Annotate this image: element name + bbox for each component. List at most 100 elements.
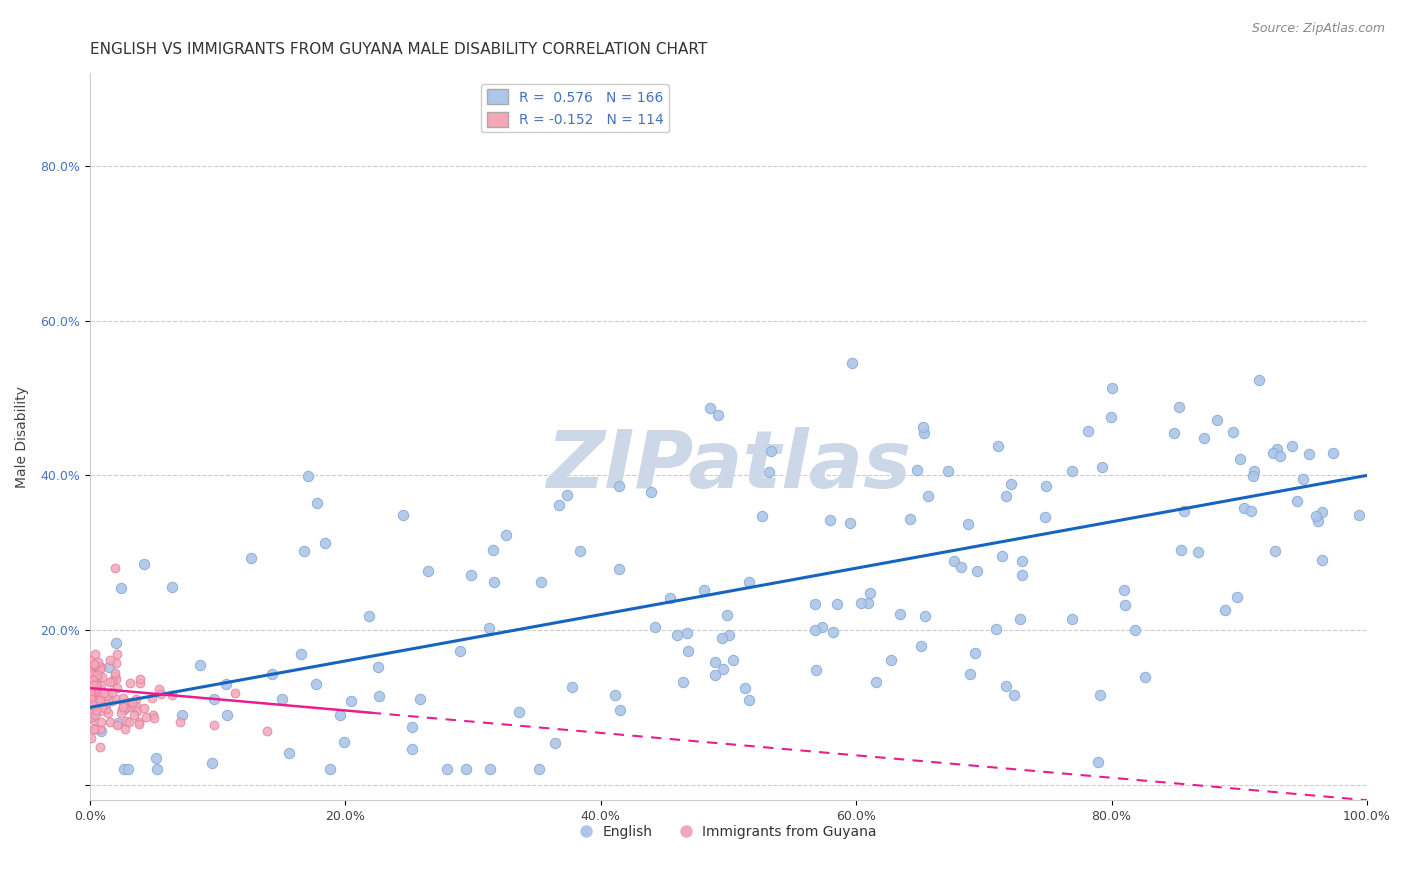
Point [80, 691, 103, 706]
Point [90, 678, 112, 692]
Point [145, 762, 167, 776]
Point [83, 723, 105, 737]
Point [125, 704, 148, 718]
Point [305, 676, 328, 690]
Point [87, 695, 110, 709]
Point [114, 722, 136, 736]
Point [859, 586, 882, 600]
Point [1241, 468, 1264, 483]
Point [82, 679, 104, 693]
Point [544, 736, 567, 750]
Point [959, 667, 981, 681]
Point [991, 549, 1014, 563]
Point [87, 659, 110, 673]
Point [717, 628, 740, 642]
Text: ZIPatlas: ZIPatlas [546, 426, 911, 505]
Point [80, 731, 103, 746]
Point [141, 691, 163, 706]
Point [86, 668, 108, 682]
Point [86, 684, 108, 698]
Text: ENGLISH VS IMMIGRANTS FROM GUYANA MALE DISABILITY CORRELATION CHART: ENGLISH VS IMMIGRANTS FROM GUYANA MALE D… [90, 42, 707, 57]
Point [82, 698, 104, 712]
Point [169, 714, 191, 729]
Point [460, 568, 482, 582]
Point [367, 660, 389, 674]
Point [104, 672, 127, 686]
Point [716, 608, 738, 623]
Point [117, 762, 139, 776]
Point [658, 591, 681, 605]
Point [950, 560, 973, 574]
Point [1167, 400, 1189, 414]
Point [98, 674, 121, 689]
Point [1135, 670, 1157, 684]
Point [239, 550, 262, 565]
Point [89, 662, 111, 676]
Point [134, 557, 156, 571]
Point [478, 762, 501, 776]
Point [319, 762, 342, 776]
Point [704, 667, 727, 681]
Point [90, 715, 112, 730]
Point [224, 686, 246, 700]
Point [292, 543, 315, 558]
Point [811, 620, 834, 634]
Point [101, 673, 124, 688]
Point [555, 488, 578, 502]
Point [1322, 446, 1344, 460]
Point [987, 439, 1010, 453]
Point [849, 596, 872, 610]
Point [202, 692, 225, 706]
Point [711, 632, 734, 646]
Point [129, 676, 152, 690]
Point [359, 609, 381, 624]
Point [1265, 442, 1288, 457]
Point [1233, 500, 1256, 515]
Point [160, 580, 183, 594]
Point [699, 401, 721, 415]
Point [665, 628, 688, 642]
Point [711, 662, 734, 676]
Point [188, 658, 211, 673]
Point [80, 663, 103, 677]
Point [82, 673, 104, 687]
Point [79, 653, 101, 667]
Point [737, 574, 759, 589]
Point [672, 674, 695, 689]
Point [84, 647, 107, 661]
Point [98, 653, 121, 667]
Point [80, 710, 103, 724]
Point [98, 660, 121, 674]
Point [911, 419, 934, 434]
Point [409, 692, 432, 706]
Point [87, 692, 110, 706]
Point [84, 708, 107, 723]
Point [314, 536, 336, 550]
Point [1123, 623, 1146, 637]
Point [692, 583, 714, 598]
Point [112, 762, 135, 776]
Point [110, 706, 132, 720]
Point [561, 681, 583, 695]
Point [821, 625, 844, 640]
Point [1222, 425, 1244, 440]
Point [82, 668, 104, 682]
Point [329, 708, 352, 723]
Point [84, 679, 107, 693]
Point [1306, 514, 1329, 528]
Point [676, 626, 699, 640]
Point [1192, 431, 1215, 445]
Point [603, 688, 626, 702]
Point [1091, 459, 1114, 474]
Point [84, 722, 107, 736]
Point [104, 561, 127, 575]
Point [1173, 504, 1195, 518]
Point [436, 762, 458, 776]
Point [1229, 451, 1251, 466]
Point [1088, 688, 1111, 702]
Point [1348, 508, 1371, 523]
Point [1000, 477, 1022, 491]
Point [1187, 545, 1209, 559]
Point [368, 689, 391, 703]
Point [82, 678, 104, 692]
